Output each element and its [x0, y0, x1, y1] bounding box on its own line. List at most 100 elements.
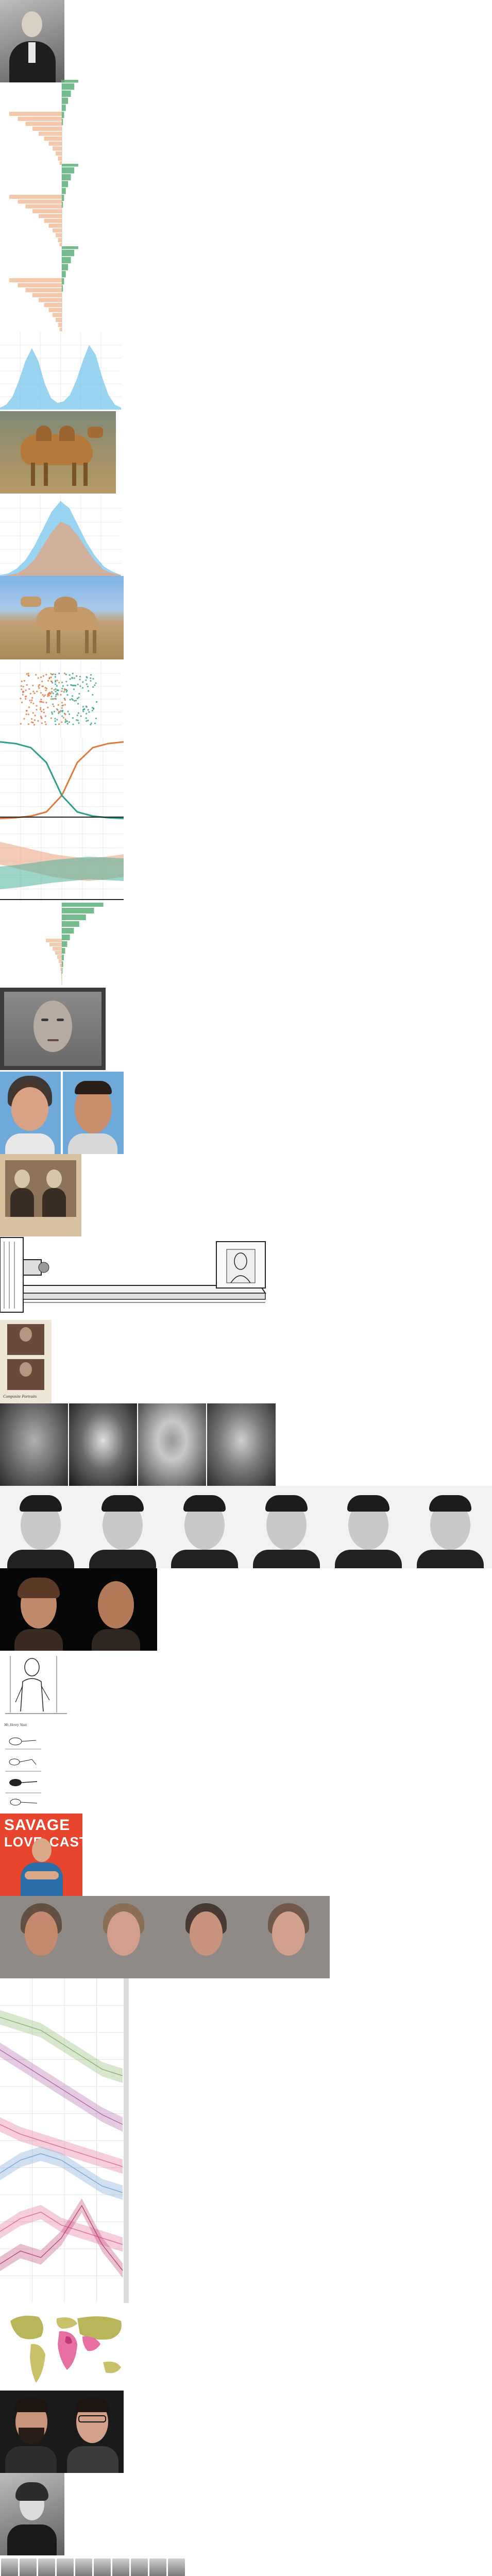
series-band [0, 2146, 123, 2200]
scatter-point [42, 701, 44, 703]
bar-upper [62, 928, 74, 934]
scatter-point [61, 688, 63, 690]
scatter-point [33, 724, 36, 726]
bar-upper [62, 249, 75, 257]
scatter-point [66, 694, 69, 696]
scatter-point [33, 719, 36, 721]
scatter-point [71, 698, 73, 700]
bar-upper [62, 903, 104, 907]
scatter-point [85, 705, 87, 707]
series-band [0, 2117, 123, 2174]
podcast-title-savage: SAVAGE [4, 1817, 71, 1834]
portrait-thumbnail [1, 2558, 18, 2576]
scatter-point [61, 707, 63, 709]
scatter-point [58, 712, 60, 714]
asian-male-faces-grid [0, 1486, 492, 1568]
scatter-point [20, 698, 22, 700]
multi-series-band-chart [0, 1978, 129, 2303]
engraving-sketch-column [0, 1731, 46, 1812]
bimodal-distribution-chart [0, 332, 121, 410]
scatter-point [95, 717, 97, 720]
scatter-point [88, 711, 90, 713]
bar-lower [18, 283, 62, 287]
scatter-point [54, 673, 56, 675]
portrait-thumbnail [38, 2558, 55, 2576]
scatter-point [92, 693, 94, 696]
suit [417, 1550, 484, 1568]
scatter-point [62, 709, 64, 711]
vintage-portrait-photo [0, 0, 64, 82]
scatter-point [94, 684, 96, 686]
scatter-point [50, 676, 52, 679]
suit [7, 1550, 74, 1568]
two-cluster-scatter-plot [0, 660, 121, 738]
scatter-point [90, 722, 92, 724]
bar-upper [62, 285, 63, 292]
face-portrait [190, 1911, 223, 1956]
bar-lower [48, 224, 62, 228]
bar-lower [57, 955, 62, 959]
bar-upper [62, 167, 75, 174]
scatter-point [58, 723, 60, 725]
overlapping-distribution-chart [0, 495, 121, 577]
two-male-portraits [0, 2391, 124, 2473]
scatter-point [87, 709, 89, 711]
bar-lower [46, 939, 62, 942]
bar-upper [62, 97, 69, 104]
scatter-point [55, 688, 57, 690]
scatter-point [35, 674, 37, 676]
scatter-point [31, 721, 33, 723]
scatter-point [63, 698, 65, 700]
scatter-point [78, 692, 80, 695]
scatter-point [79, 679, 81, 681]
scatter-point [90, 723, 92, 726]
scatter-point [43, 695, 45, 698]
scatter-point [79, 685, 81, 687]
scatter-point [21, 680, 23, 683]
bar-upper [62, 181, 69, 188]
series-line [0, 2124, 123, 2167]
scatter-point [86, 720, 88, 722]
scatter-point [54, 718, 56, 720]
scatter-point [27, 713, 29, 716]
scatter-point [47, 706, 49, 708]
bar-lower [44, 137, 62, 141]
scatter-point [85, 713, 88, 715]
portrait-thumbnail [57, 2558, 74, 2576]
scatter-point [77, 712, 80, 714]
face-portrait [107, 1911, 140, 1956]
scatter-point [51, 711, 53, 714]
scatter-point [50, 673, 52, 675]
scatter-point [45, 723, 47, 725]
series-line [0, 2016, 123, 2076]
scatter-point [54, 676, 57, 678]
scatter-point [23, 718, 25, 720]
scatter-point [25, 689, 27, 691]
scatter-point [38, 685, 40, 687]
mirrored-histogram-1 [9, 80, 78, 165]
scatter-point [70, 684, 72, 686]
scatter-point [66, 684, 69, 686]
bar-lower [53, 146, 62, 151]
scatter-point [72, 672, 74, 674]
scatter-point [40, 716, 42, 718]
scatter-point [76, 714, 78, 717]
savage-lovecast-cover: SAVAGE LOVE CAST [0, 1814, 82, 1896]
scatter-point [90, 680, 92, 682]
bar-lower [59, 243, 62, 246]
scatter-point [92, 708, 95, 710]
scatter-point [45, 673, 47, 676]
scatter-point [20, 723, 22, 725]
scatter-point [55, 693, 57, 696]
scatter-point [38, 684, 41, 686]
scroll-strip [124, 1978, 129, 2303]
bar-upper [62, 921, 79, 927]
scatter-point [71, 695, 74, 697]
scatter-point [58, 682, 60, 684]
scatter-point [68, 721, 71, 723]
bar-lower [58, 156, 62, 161]
scatter-point [85, 679, 87, 681]
scatter-point [40, 707, 42, 709]
scatter-point [61, 702, 63, 704]
scatter-point [78, 722, 80, 724]
